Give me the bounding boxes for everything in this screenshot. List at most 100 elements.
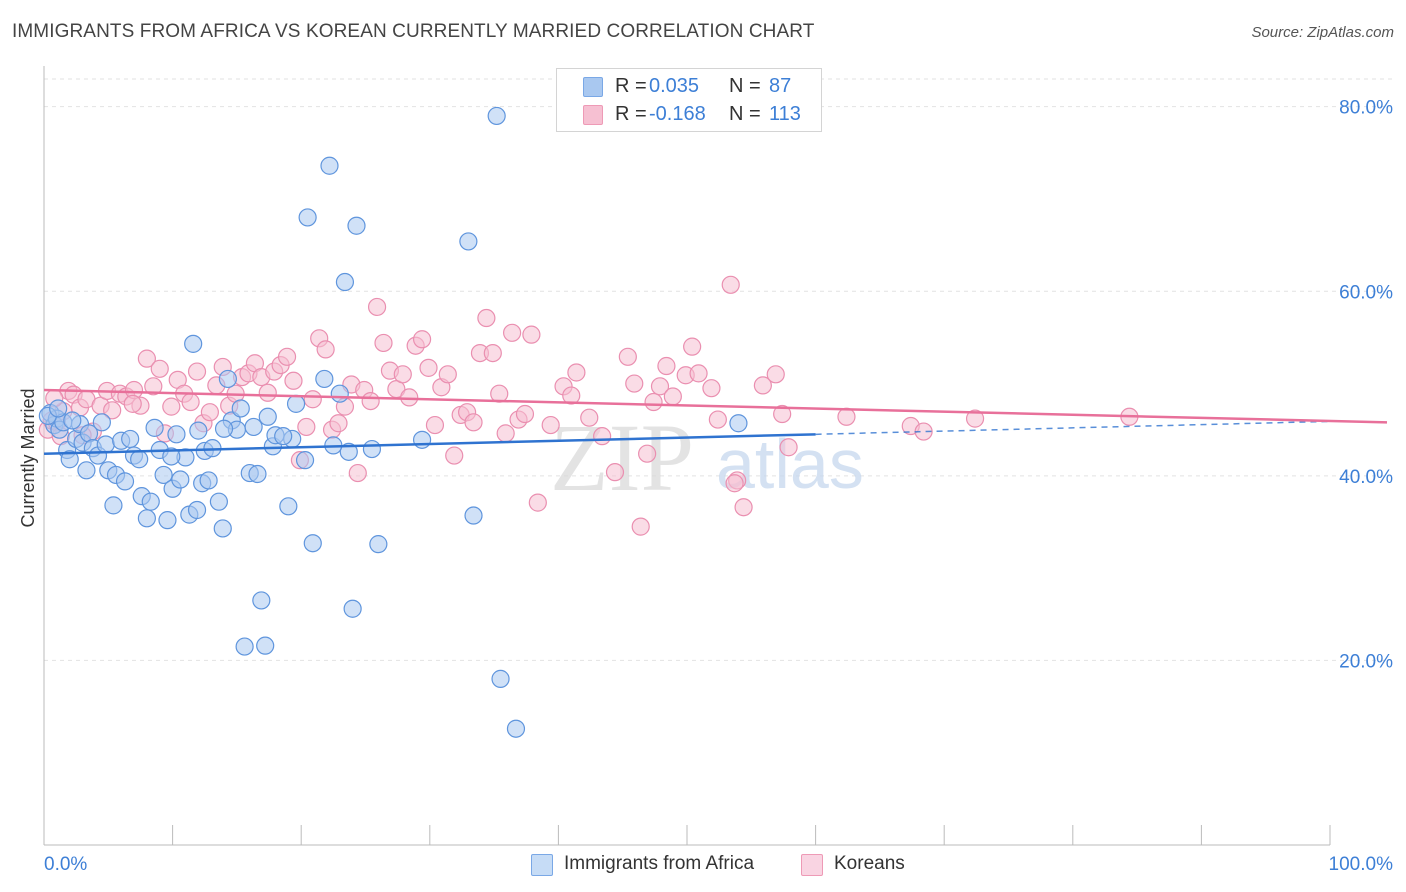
korean-point [137, 349, 156, 368]
korean-point [567, 363, 586, 382]
africa-point [92, 413, 111, 432]
watermark-zip: ZIP [550, 404, 694, 511]
korean-point [522, 325, 541, 344]
r-label: R = [615, 75, 647, 97]
trend-lines [43, 388, 1388, 455]
africa-point [189, 421, 208, 440]
africa-point [252, 591, 271, 610]
africa-point [303, 534, 322, 553]
korean-point [638, 444, 657, 463]
korean-point [631, 517, 650, 536]
korean-point [689, 364, 708, 383]
africa-point [141, 492, 160, 511]
korean-point [123, 394, 142, 413]
korean-point [464, 413, 483, 432]
korean-point [702, 379, 721, 398]
africa-swatch [583, 77, 603, 97]
africa-point [274, 427, 293, 446]
korean-point [445, 446, 464, 465]
africa-point [184, 334, 203, 353]
koreans-points [38, 275, 1139, 536]
africa-point [214, 419, 234, 438]
korean-point [348, 463, 367, 483]
africa-point [154, 465, 173, 485]
tick-labels: 20.0% 40.0% 60.0% 80.0% 0.0% 100.0% [44, 98, 1393, 875]
africa-point [487, 106, 506, 126]
africa-legend-swatch [531, 854, 553, 876]
korean-point [496, 424, 515, 443]
r-value: 0.035 [649, 75, 700, 97]
korean-point [837, 407, 856, 426]
africa-point [315, 369, 334, 389]
africa-point [491, 669, 510, 688]
watermark: ZIP atlas [550, 404, 864, 511]
korean-point [374, 333, 393, 353]
korean-point [316, 340, 335, 359]
korean-point [277, 347, 297, 366]
africa-point [506, 719, 526, 738]
africa-point [167, 425, 186, 444]
africa-point [320, 156, 339, 175]
africa-point [335, 272, 355, 292]
africa-point [339, 442, 358, 461]
korean-point [438, 365, 457, 384]
africa-trend-line [43, 433, 816, 455]
africa-point [330, 384, 349, 403]
africa-point [218, 369, 237, 389]
korean-point [650, 377, 670, 396]
korean-point [150, 359, 169, 378]
africa-point [295, 451, 315, 470]
korean-point [644, 392, 663, 412]
korean-point [528, 493, 547, 512]
korean-point [329, 414, 348, 433]
y-tick-label: 60.0% [1339, 282, 1393, 303]
korean-point [580, 408, 599, 427]
korean-point [303, 390, 322, 409]
africa-point [412, 430, 432, 449]
africa-point [279, 497, 298, 516]
chart-source: Source: ZipAtlas.com [1251, 24, 1394, 41]
korean-point [515, 404, 535, 424]
korean-point [144, 377, 163, 396]
africa-point [187, 500, 207, 520]
africa-point [137, 509, 156, 528]
korean-point [753, 376, 772, 395]
korean-point [162, 397, 181, 416]
africa-trend-extension [815, 420, 1331, 436]
stats-row-africa: R = 0.035 N = 87 [557, 73, 821, 101]
korean-point [773, 404, 792, 424]
n-value: 87 [769, 75, 792, 97]
korean-point [284, 371, 303, 390]
africa-point [244, 417, 263, 437]
n-label: N = [729, 75, 761, 97]
n-value: 113 [769, 103, 801, 125]
africa-point [158, 511, 177, 530]
korean-trend-line [43, 388, 1388, 424]
africa-point [459, 232, 478, 251]
africa-point [235, 637, 254, 656]
korean-point [663, 387, 682, 406]
legend-label: Koreans [834, 853, 905, 874]
africa-point [121, 429, 140, 449]
africa-point [343, 599, 362, 618]
r-value: -0.168 [649, 103, 706, 125]
n-label: N = [729, 103, 761, 125]
stats-row-koreans: R = -0.168 N = 113 [557, 101, 821, 129]
africa-point [248, 464, 267, 484]
legend: Immigrants from Africa Koreans [0, 852, 1406, 878]
africa-point [145, 418, 164, 437]
africa-point [729, 414, 748, 433]
y-axis-title: Currently Married [18, 388, 38, 527]
korean-point [593, 427, 612, 446]
korean-point [725, 474, 744, 493]
korean-point [708, 410, 727, 429]
korean-point [477, 308, 496, 328]
africa-point [347, 216, 366, 235]
korean-point [425, 415, 445, 435]
africa-point [258, 407, 277, 426]
koreans-swatch [583, 105, 603, 125]
korean-point [367, 297, 387, 317]
africa-point [213, 519, 232, 538]
korean-point [361, 391, 380, 411]
africa-point [231, 399, 250, 418]
